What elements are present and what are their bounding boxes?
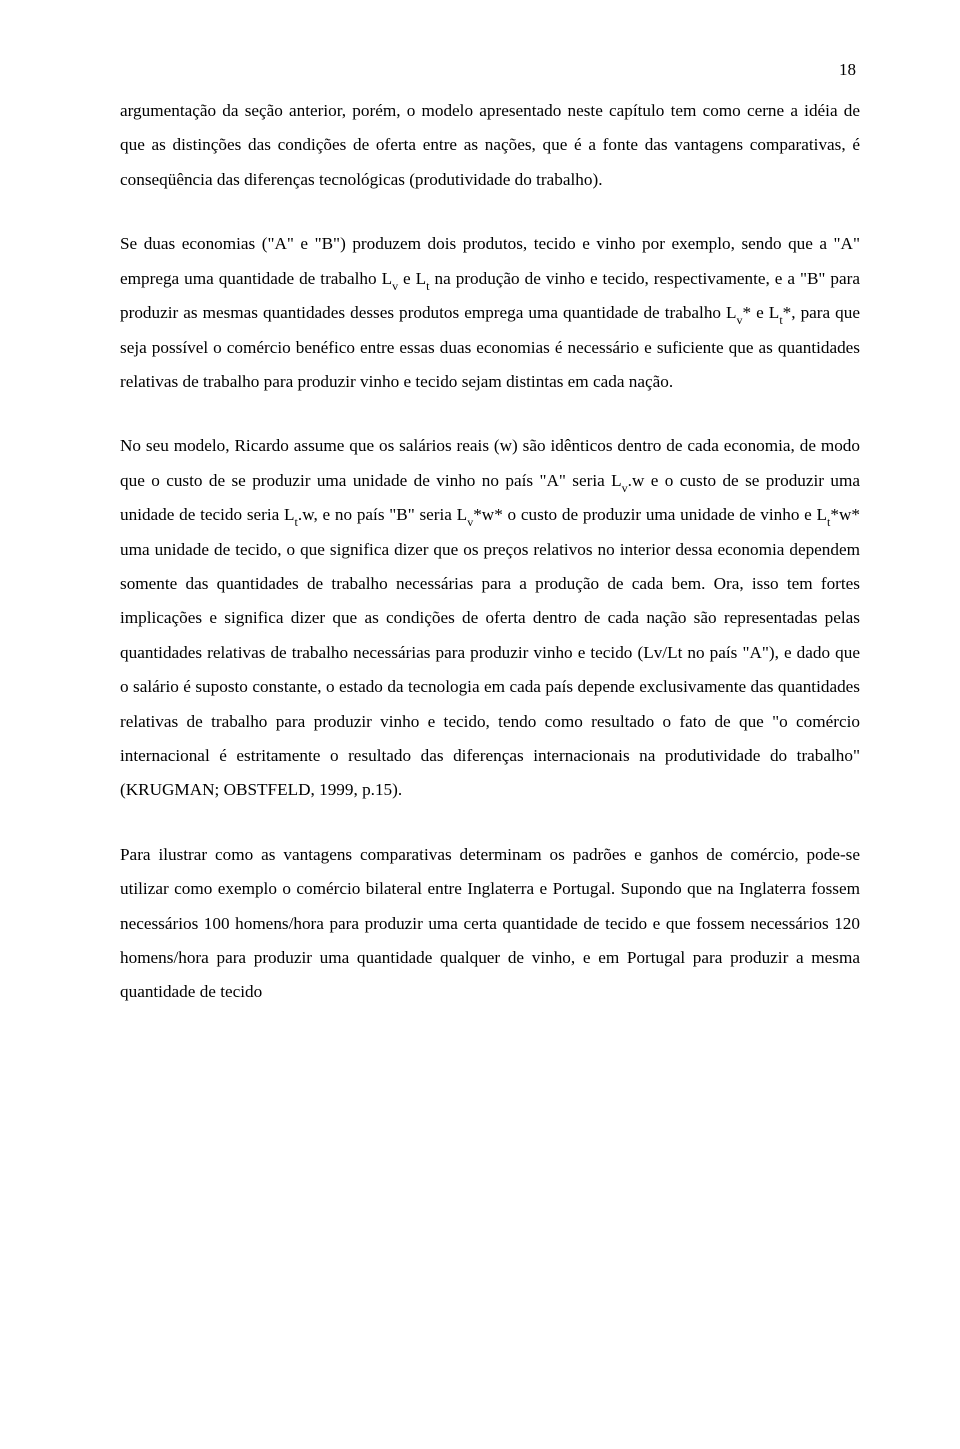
p3-part-d: *w* o custo de produzir uma unidade de v…: [473, 505, 827, 524]
subscript-t: t: [426, 279, 429, 293]
paragraph-1: argumentação da seção anterior, porém, o…: [120, 94, 860, 197]
page-number: 18: [120, 60, 860, 80]
paragraph-4: Para ilustrar como as vantagens comparat…: [120, 838, 860, 1010]
subscript-v: v: [737, 313, 743, 327]
paragraph-3: No seu modelo, Ricardo assume que os sal…: [120, 429, 860, 808]
subscript-t: t: [827, 515, 830, 529]
p2-part-d: * e L: [743, 303, 780, 322]
p3-part-e: *w* uma unidade de tecido, o que signifi…: [120, 505, 860, 799]
subscript-v: v: [467, 515, 473, 529]
subscript-v: v: [622, 481, 628, 495]
subscript-v: v: [392, 279, 398, 293]
subscript-t: t: [295, 515, 298, 529]
subscript-t: t: [779, 313, 782, 327]
paragraph-2: Se duas economias ("A" e "B") produzem d…: [120, 227, 860, 399]
p3-part-c: .w, e no país "B" seria L: [298, 505, 467, 524]
p2-part-b: e L: [398, 269, 426, 288]
